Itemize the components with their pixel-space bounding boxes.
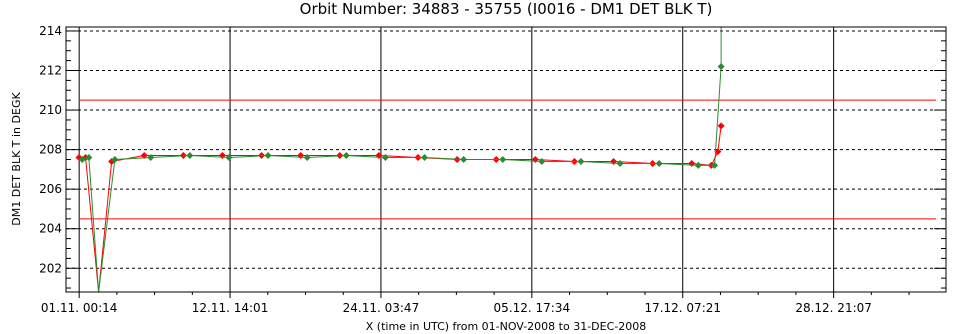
y-tick-labels: 202 204 206 208 210 212 214 [39, 24, 62, 275]
y-tick-label: 202 [39, 261, 62, 275]
ticks [66, 30, 946, 298]
y-tick-label: 212 [39, 64, 62, 78]
data-point [264, 152, 272, 160]
series-line [82, 27, 722, 293]
x-tick-labels: 01.11. 00:14 12.11. 14:01 24.11. 03:47 05.1… [41, 301, 872, 315]
chart-title: Orbit Number: 34883 - 35755 (I0016 - DM1… [300, 0, 713, 18]
data-point [655, 159, 663, 167]
x-tick-label: 24.11. 03:47 [343, 301, 420, 315]
y-axis-label: DM1 DET BLK T in DEGK [10, 92, 23, 226]
limit-lines [79, 99, 936, 220]
data-point [711, 161, 719, 169]
y-tick-label: 210 [39, 103, 62, 117]
y-tick-label: 214 [39, 24, 62, 38]
data-point [460, 156, 468, 163]
data-point [538, 157, 546, 165]
data-point [85, 154, 93, 162]
data-point [186, 152, 194, 160]
grid [66, 27, 946, 292]
data-point [303, 154, 311, 162]
data-point [381, 154, 389, 162]
data-point [421, 154, 429, 162]
data-point [717, 122, 725, 130]
y-tick-label: 206 [39, 182, 62, 196]
data-point [225, 154, 233, 162]
x-tick-label: 28.12. 21:07 [795, 301, 872, 315]
data-point [717, 63, 725, 71]
y-tick-label: 208 [39, 143, 62, 157]
series-line [79, 125, 722, 293]
data-series [78, 27, 725, 293]
y-tick-label: 204 [39, 222, 62, 236]
data-point [531, 156, 539, 163]
data-point [694, 161, 702, 169]
data-point [610, 157, 618, 165]
data-point [218, 152, 226, 160]
x-tick-label: 12.11. 14:01 [192, 301, 269, 315]
data-point [499, 156, 507, 163]
data-point [297, 152, 305, 160]
data-point [342, 152, 350, 160]
data-point [688, 159, 696, 167]
data-point [616, 159, 624, 167]
data-point [78, 156, 86, 163]
x-axis-label: X (time in UTC) from 01-NOV-2008 to 31-D… [366, 320, 646, 333]
x-tick-label: 05.12. 17:34 [494, 301, 571, 315]
x-tick-label: 01.11. 00:14 [41, 301, 118, 315]
series-group [75, 27, 725, 293]
x-tick-label: 17.12. 07:21 [644, 301, 721, 315]
data-series [75, 122, 725, 293]
data-point [111, 156, 119, 163]
data-point [147, 154, 155, 162]
data-point [577, 157, 585, 165]
